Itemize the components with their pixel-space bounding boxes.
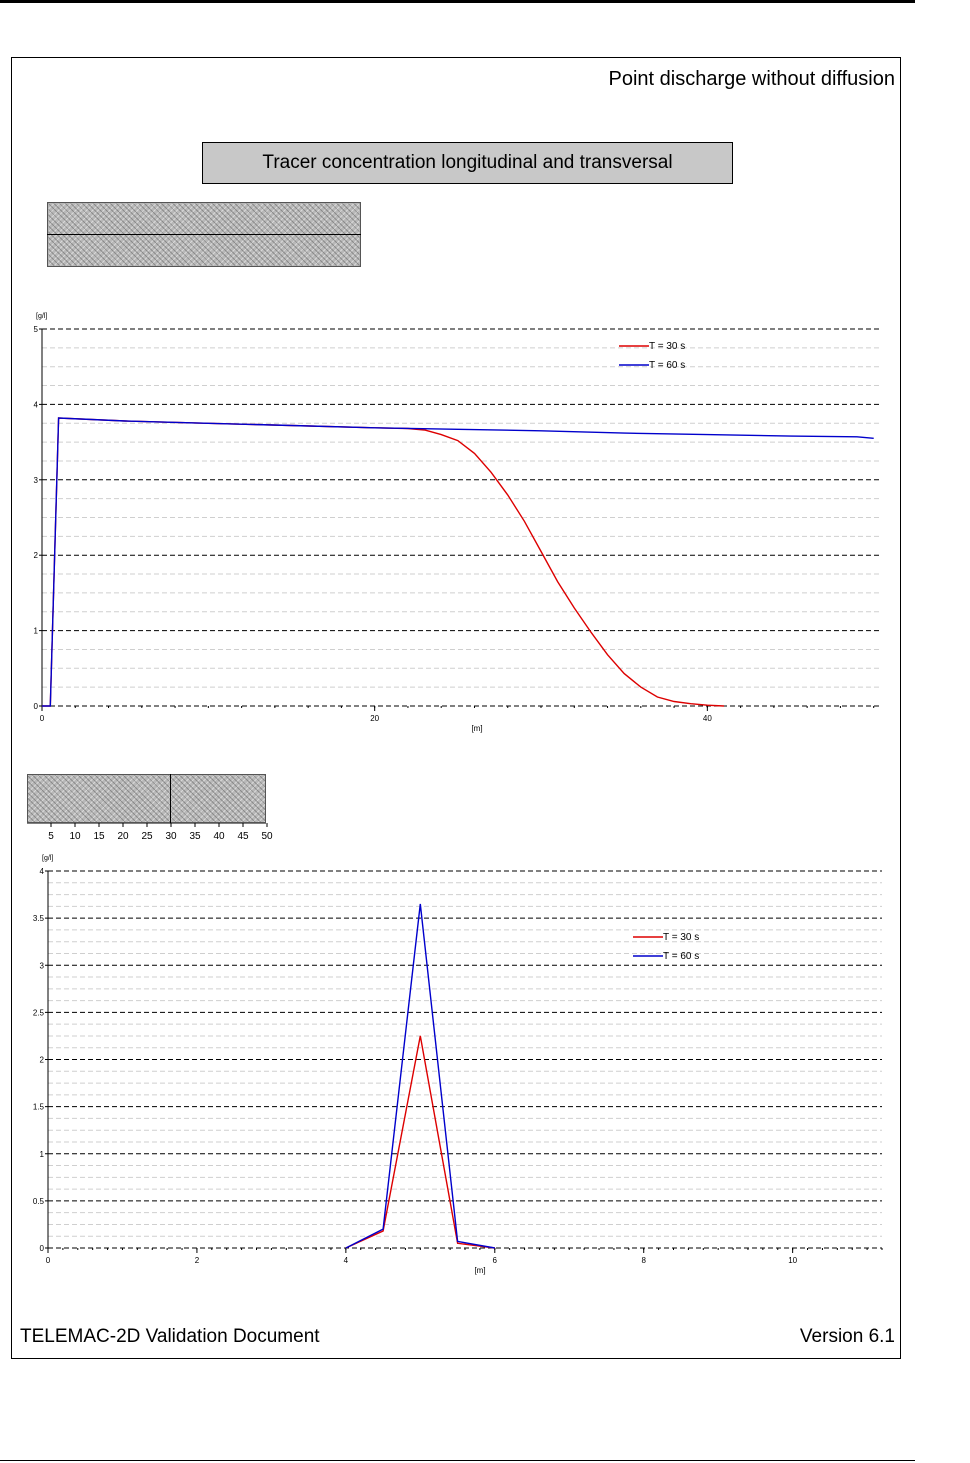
y-axis-label: [g/l] (42, 855, 53, 862)
y-axis-label: [g/l] (36, 313, 47, 320)
y-tick-label: 4 (34, 400, 39, 409)
y-tick-label: 4 (40, 867, 45, 876)
mini-axis-tick-label: 30 (165, 831, 177, 842)
legend-label: T = 30 s (649, 341, 685, 352)
y-tick-label: 2 (40, 1056, 45, 1065)
x-tick-label: 10 (788, 1256, 797, 1265)
series-line-t60 (42, 417, 874, 707)
x-tick-label: 20 (370, 714, 379, 723)
y-tick-label: 0.5 (33, 1197, 45, 1206)
x-axis-label: [m] (474, 1266, 485, 1275)
mini-axis-tick-label: 15 (93, 831, 105, 842)
x-axis-label: [m] (471, 724, 482, 733)
figure-title: Tracer concentration longitudinal and tr… (262, 152, 673, 173)
transversal-section-line (170, 774, 171, 823)
mini-axis-tick-label: 20 (117, 831, 129, 842)
x-tick-label: 6 (493, 1256, 498, 1265)
x-tick-label: 0 (46, 1256, 51, 1265)
mini-axis-tick-label: 45 (237, 831, 249, 842)
series-line-t30 (345, 1035, 495, 1249)
x-tick-label: 2 (195, 1256, 200, 1265)
mini-axis-tick-label: 25 (141, 831, 153, 842)
legend-label: T = 30 s (663, 932, 699, 943)
mesh-thumbnail-transversal (27, 774, 266, 823)
y-tick-label: 3 (40, 961, 45, 970)
x-tick-label: 8 (641, 1256, 646, 1265)
series-line-t60 (345, 903, 495, 1249)
y-tick-label: 0 (40, 1244, 45, 1253)
mesh-thumbnail-longitudinal (47, 202, 361, 267)
x-tick-label: 40 (703, 714, 712, 723)
mini-axis-tick-label: 50 (261, 831, 273, 842)
mini-axis-tick-label: 35 (189, 831, 201, 842)
figure-frame (11, 57, 901, 1359)
x-tick-label: 0 (40, 714, 45, 723)
longitudinal-chart: 0 1 2 3 4 5 0 20 40 [g/l] [m] T = 30 s T = 60 s (34, 313, 882, 733)
y-tick-label: 2.5 (33, 1008, 45, 1017)
y-tick-label: 3 (34, 476, 39, 485)
transversal-chart: 0 0.5 1 1.5 2 2.5 3 3.5 4 0 2 4 6 8 10 [g/l] [m] T = 30 s… (33, 855, 883, 1275)
y-tick-label: 2 (34, 551, 39, 560)
mini-axis-tick-label: 10 (69, 831, 81, 842)
mini-axis-tick-label: 40 (213, 831, 225, 842)
mini-axis-tick-label: 5 (48, 831, 54, 842)
y-tick-label: 1 (40, 1150, 45, 1159)
longitudinal-section-line (47, 234, 361, 235)
mesh-mini-axis: 5 10 15 20 25 30 35 40 45 50 (27, 823, 273, 842)
x-tick-label: 4 (344, 1256, 349, 1265)
page-subtitle: Point discharge without diffusion (608, 68, 895, 90)
legend-label: T = 60 s (663, 951, 699, 962)
legend-label: T = 60 s (649, 360, 685, 371)
top-rule (0, 0, 915, 3)
y-tick-label: 0 (34, 702, 39, 711)
y-tick-label: 5 (34, 325, 39, 334)
bottom-rule (0, 1460, 915, 1461)
y-tick-label: 3.5 (33, 914, 45, 923)
document-title: TELEMAC-2D Validation Document (20, 1326, 320, 1347)
y-tick-label: 1.5 (33, 1103, 45, 1112)
document-version: Version 6.1 (799, 1326, 895, 1347)
figure-title-box: Tracer concentration longitudinal and tr… (202, 142, 733, 184)
y-tick-label: 1 (34, 627, 39, 636)
